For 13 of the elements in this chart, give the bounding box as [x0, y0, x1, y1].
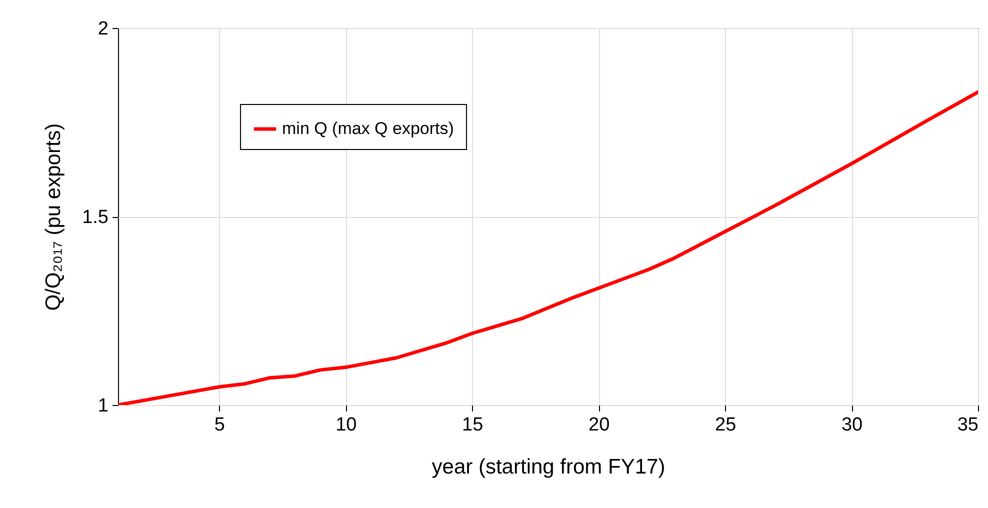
x-tick-label: 15 [462, 414, 484, 436]
y-tick-label: 1.5 [82, 207, 108, 228]
y-axis-title: Q/Q₂₀₁₇ (pu exports) [42, 123, 66, 311]
x-axis-title: year (starting from FY17) [432, 456, 666, 478]
x-tick-label: 10 [336, 414, 357, 436]
legend-label: min Q (max Q exports) [282, 119, 454, 138]
x-tick-label: 5 [214, 414, 225, 436]
x-tick-label: 25 [714, 414, 736, 436]
y-tick-label: 1 [98, 396, 108, 416]
x-tick-label: 35 [957, 414, 978, 436]
x-tick-label: 20 [588, 414, 610, 436]
x-tick-label: 30 [841, 414, 863, 436]
y-tick-label: 2 [98, 18, 108, 40]
